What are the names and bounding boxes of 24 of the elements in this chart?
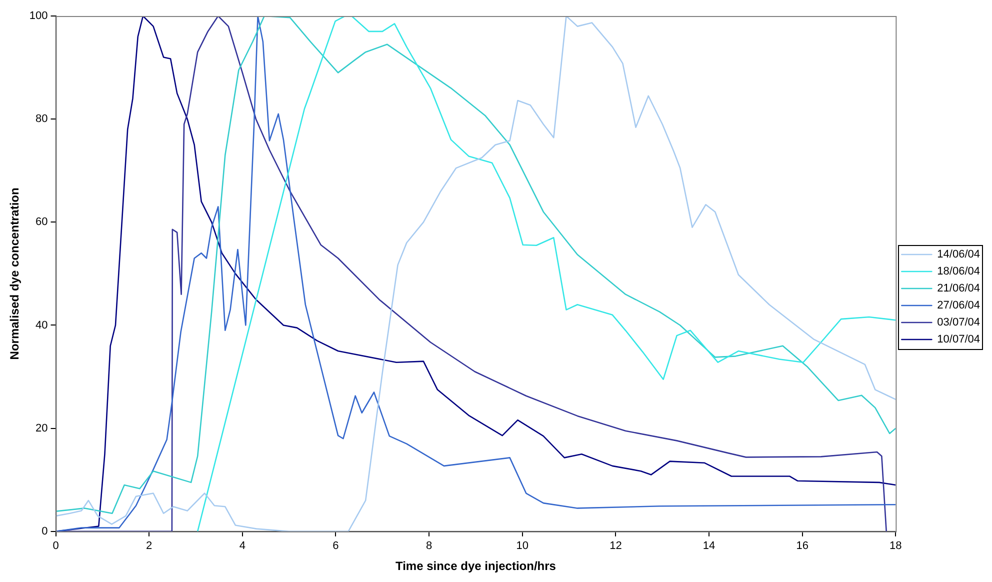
x-axis-title: Time since dye injection/hrs [395,559,556,574]
y-tick-label: 100 [29,10,48,22]
x-tick-label: 8 [426,540,432,552]
x-tick-label: 14 [702,540,716,552]
y-tick-label: 20 [36,422,48,434]
x-tick-label: 4 [239,540,246,552]
y-tick-label: 0 [42,525,48,538]
x-tick-label: 18 [890,540,902,552]
x-tick-label: 10 [516,540,529,552]
legend-label: 03/07/04 [937,316,980,329]
legend-label: 18/06/04 [937,266,980,278]
y-tick-label: 80 [36,113,48,126]
y-axis-title: Normalised dye concentration [8,188,22,360]
x-tick-label: 12 [610,540,622,552]
y-tick-label: 60 [36,216,48,228]
legend-label: 10/07/04 [937,334,980,346]
legend-label: 21/06/04 [937,282,980,295]
x-tick-label: 0 [52,540,59,552]
x-tick-label: 16 [796,540,808,552]
x-tick-label: 2 [146,540,152,552]
y-tick-label: 40 [36,319,48,332]
x-tick-label: 6 [332,540,339,552]
legend-label: 14/06/04 [937,248,980,261]
legend-label: 27/06/04 [937,300,980,312]
